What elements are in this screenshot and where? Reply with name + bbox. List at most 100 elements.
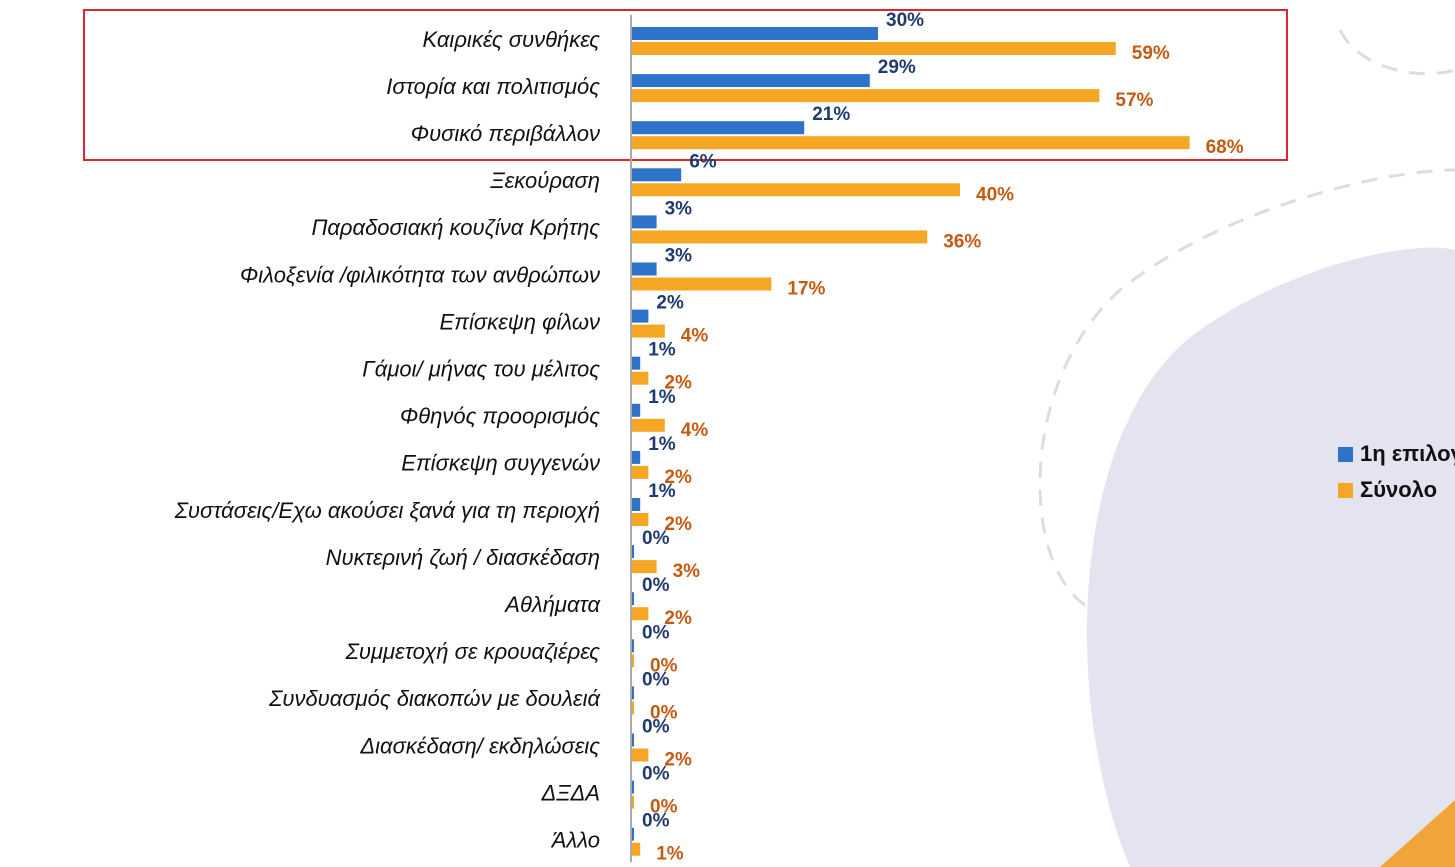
- data-label: 4%: [681, 420, 709, 441]
- category-label: Διασκέδαση/ εκδηλώσεις: [359, 733, 600, 758]
- category-label: Παραδοσιακή κουζίνα Κρήτης: [311, 215, 600, 240]
- bar: [632, 42, 1116, 55]
- bar: [632, 513, 649, 526]
- data-label: 40%: [976, 184, 1014, 205]
- bar: [632, 639, 634, 653]
- category-label: ΔΞΔΑ: [541, 780, 600, 805]
- category-label: Φθηνός προορισμός: [400, 404, 600, 429]
- bar: [632, 183, 960, 197]
- bar: [632, 827, 634, 841]
- bar: [632, 686, 634, 700]
- bar: [632, 733, 634, 747]
- data-label: 1%: [648, 481, 676, 502]
- data-label: 2%: [656, 293, 684, 314]
- bar: [632, 74, 870, 88]
- bar: [632, 121, 805, 135]
- legend-swatch: [1338, 483, 1353, 498]
- data-label: 0%: [650, 797, 678, 818]
- data-label: 3%: [665, 246, 693, 267]
- bar: [632, 371, 649, 385]
- data-label: 2%: [664, 373, 692, 394]
- data-label: 0%: [642, 717, 670, 738]
- data-label: 0%: [650, 702, 678, 723]
- bar: [632, 356, 641, 370]
- bar: [632, 701, 634, 715]
- bar: [632, 545, 634, 559]
- category-label: Επίσκεψη συγγενών: [401, 451, 600, 476]
- legend-label: 1η επιλογή: [1360, 441, 1455, 466]
- bar: [632, 27, 878, 40]
- bar: [632, 277, 772, 291]
- data-label: 21%: [812, 104, 850, 125]
- bar: [632, 560, 657, 574]
- data-label: 17%: [787, 279, 825, 300]
- bar: [632, 403, 641, 417]
- category-label: Νυκτερινή ζωή / διασκέδαση: [326, 545, 600, 570]
- bar: [632, 418, 665, 432]
- bar: [632, 450, 641, 464]
- bar: [632, 465, 649, 479]
- category-label: Συμμετοχή σε κρουαζιέρες: [345, 639, 601, 664]
- data-label: 1%: [648, 340, 676, 361]
- bar: [632, 136, 1190, 150]
- bar: [632, 654, 634, 668]
- category-label: Συστάσεις/Εχω ακούσει ξανά για τη περιοχ…: [174, 498, 600, 523]
- decor-arc: [1038, 168, 1455, 607]
- bar: [632, 262, 657, 276]
- data-label: 2%: [664, 467, 692, 488]
- decor-arc: [1338, 29, 1455, 76]
- decor-corner: [1380, 800, 1455, 867]
- category-label: Ξεκούραση: [489, 168, 600, 193]
- bar: [632, 89, 1100, 103]
- bar: [632, 215, 657, 229]
- data-label: 0%: [650, 655, 678, 676]
- data-label: 2%: [664, 750, 692, 771]
- background-blob: [1086, 247, 1455, 867]
- data-label: 29%: [878, 57, 916, 78]
- category-label: Καιρικές συνθήκες: [422, 27, 600, 52]
- bar: [632, 780, 634, 794]
- data-label: 1%: [648, 434, 676, 455]
- category-label: Επίσκεψη φίλων: [440, 309, 600, 334]
- bar: [632, 168, 682, 182]
- data-label: 3%: [665, 198, 693, 219]
- category-label: Φιλοξενία /φιλικότητα των ανθρώπων: [240, 262, 600, 287]
- category-label: Ιστορία και πολιτισμός: [386, 74, 600, 99]
- bar: [632, 309, 649, 323]
- data-label: 1%: [656, 844, 684, 865]
- highlight-box: [83, 9, 1288, 161]
- data-label: 0%: [642, 575, 670, 596]
- data-label: 0%: [642, 528, 670, 549]
- data-label: 0%: [642, 622, 670, 643]
- data-label: 0%: [642, 764, 670, 785]
- bar: [632, 498, 641, 511]
- bar: [632, 230, 928, 244]
- bar: [632, 842, 641, 856]
- data-label: 0%: [642, 669, 670, 690]
- data-label: 59%: [1132, 43, 1170, 64]
- data-label: 68%: [1206, 137, 1244, 158]
- bar: [632, 748, 649, 762]
- data-label: 2%: [664, 514, 692, 535]
- category-label: Αθλήματα: [503, 592, 601, 617]
- bar: [632, 592, 634, 606]
- data-label: 3%: [673, 561, 701, 582]
- data-label: 57%: [1115, 90, 1153, 111]
- legend-swatch: [1338, 447, 1353, 462]
- data-label: 6%: [689, 151, 717, 172]
- data-label: 4%: [681, 326, 709, 347]
- bar: [632, 795, 634, 809]
- data-label: 1%: [648, 387, 676, 408]
- data-label: 30%: [886, 10, 924, 31]
- category-label: Γάμοι/ μήνας του μέλιτος: [362, 357, 600, 382]
- category-label: Φυσικό περιβάλλον: [411, 121, 600, 146]
- category-label: Άλλο: [550, 828, 600, 853]
- bar: [632, 324, 665, 338]
- legend-label: Σύνολο: [1360, 477, 1437, 502]
- data-label: 2%: [664, 608, 692, 629]
- bar: [632, 607, 649, 621]
- data-label: 36%: [943, 231, 981, 252]
- data-label: 0%: [642, 811, 670, 832]
- category-label: Συνδυασμός διακοπών με δουλειά: [268, 686, 601, 711]
